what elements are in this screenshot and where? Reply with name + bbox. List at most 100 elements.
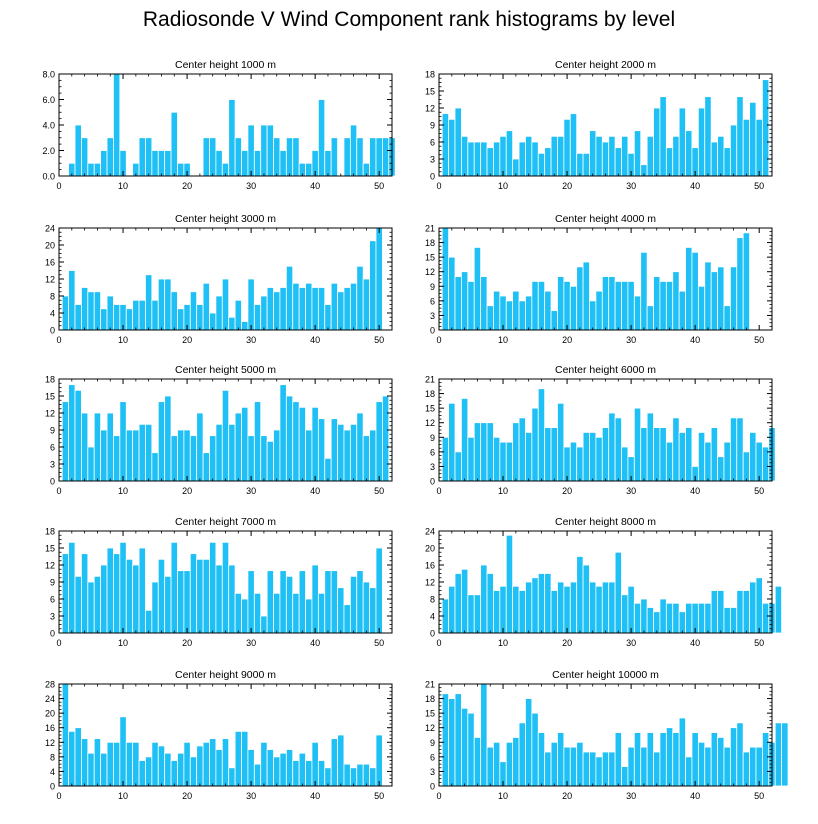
bar <box>260 615 268 634</box>
bar <box>704 746 712 787</box>
bar <box>170 291 178 331</box>
bar <box>742 451 750 482</box>
bar <box>512 737 520 787</box>
bar <box>81 412 89 482</box>
y-tick-label: 9 <box>430 738 435 748</box>
bar <box>305 760 313 787</box>
bar <box>653 107 661 177</box>
y-tick-label: 6.0 <box>42 95 55 105</box>
chart-panel-2: Center height 2000 m 0 3 6 9 12 15 18 0 10 20 30 40 5… <box>425 59 773 191</box>
bar <box>337 291 345 331</box>
bar <box>228 99 236 177</box>
bar <box>362 435 370 482</box>
bar <box>177 429 185 482</box>
bar <box>68 541 76 634</box>
bar <box>518 300 526 331</box>
bar <box>330 282 338 331</box>
bar <box>151 741 159 787</box>
bar <box>697 432 706 482</box>
bar <box>461 568 469 634</box>
y-tick-label: 16 <box>45 723 55 733</box>
bar <box>755 118 763 177</box>
x-tick-label: 0 <box>56 181 61 191</box>
y-tick-label: 20 <box>45 241 55 251</box>
bar <box>640 598 648 634</box>
bar <box>292 137 300 177</box>
y-tick-label: 6 <box>50 595 55 605</box>
y-tick-label: 2.0 <box>42 146 55 156</box>
bar <box>343 287 351 331</box>
bar <box>279 287 287 331</box>
bar <box>710 427 718 482</box>
bar <box>202 558 210 634</box>
y-tick-label: 21 <box>425 375 435 385</box>
bar <box>273 429 281 482</box>
bar <box>633 602 642 634</box>
bar <box>189 435 198 482</box>
panel-title: Center height 5000 m <box>175 364 276 376</box>
x-tick-label: 40 <box>310 486 320 496</box>
bar <box>633 407 642 482</box>
bar <box>582 152 590 177</box>
bar <box>525 698 533 787</box>
bar <box>74 124 82 177</box>
bar <box>659 96 667 177</box>
bar <box>343 429 351 482</box>
bar <box>228 564 236 634</box>
bar <box>537 281 546 331</box>
bar <box>608 276 616 331</box>
bar <box>164 395 172 482</box>
x-tick-label: 30 <box>246 638 256 648</box>
bar <box>608 412 616 482</box>
y-tick-label: 4 <box>50 309 55 319</box>
bar <box>582 432 590 482</box>
bar <box>678 611 686 634</box>
bar <box>183 741 191 787</box>
bar <box>704 96 712 177</box>
bar <box>311 564 319 634</box>
bar <box>531 141 539 177</box>
bar <box>486 147 494 177</box>
bar <box>729 607 738 634</box>
bar <box>253 401 262 482</box>
bar <box>448 698 456 787</box>
bar <box>209 738 217 787</box>
bar <box>343 604 351 634</box>
bar <box>247 570 255 634</box>
bar <box>221 541 230 634</box>
bar <box>544 427 552 482</box>
bar <box>151 452 159 482</box>
bar <box>266 570 274 634</box>
y-tick-label: 9 <box>430 433 435 443</box>
y-tick-label: 12 <box>45 275 55 285</box>
bar <box>113 304 121 331</box>
bar <box>260 124 268 177</box>
y-tick-label: 24 <box>45 694 55 704</box>
bar <box>505 534 514 634</box>
bar <box>505 441 514 482</box>
bar <box>100 308 108 331</box>
bar <box>100 752 108 787</box>
bar <box>279 150 287 177</box>
bar <box>685 247 693 331</box>
x-tick-label: 40 <box>310 181 320 191</box>
bar <box>253 763 262 787</box>
y-tick-label: 28 <box>45 680 55 690</box>
bar <box>202 282 210 331</box>
x-tick-label: 40 <box>690 791 700 801</box>
y-tick-label: 6 <box>430 752 435 762</box>
bar <box>595 756 603 787</box>
bar <box>132 741 140 787</box>
bar <box>557 135 565 177</box>
bar <box>723 147 731 177</box>
x-tick-label: 30 <box>626 791 636 801</box>
y-tick-label: 3 <box>430 767 435 777</box>
x-tick-label: 20 <box>182 486 192 496</box>
y-tick-label: 12 <box>425 578 435 588</box>
y-tick-label: 16 <box>45 258 55 268</box>
chart-panel-10: Center height 10000 m 0 3 6 9 12 15 18 21 0 10 20 30… <box>425 669 789 801</box>
bar <box>601 141 610 177</box>
x-tick-label: 50 <box>754 638 764 648</box>
bar <box>685 602 693 634</box>
x-tick-label: 50 <box>374 486 384 496</box>
